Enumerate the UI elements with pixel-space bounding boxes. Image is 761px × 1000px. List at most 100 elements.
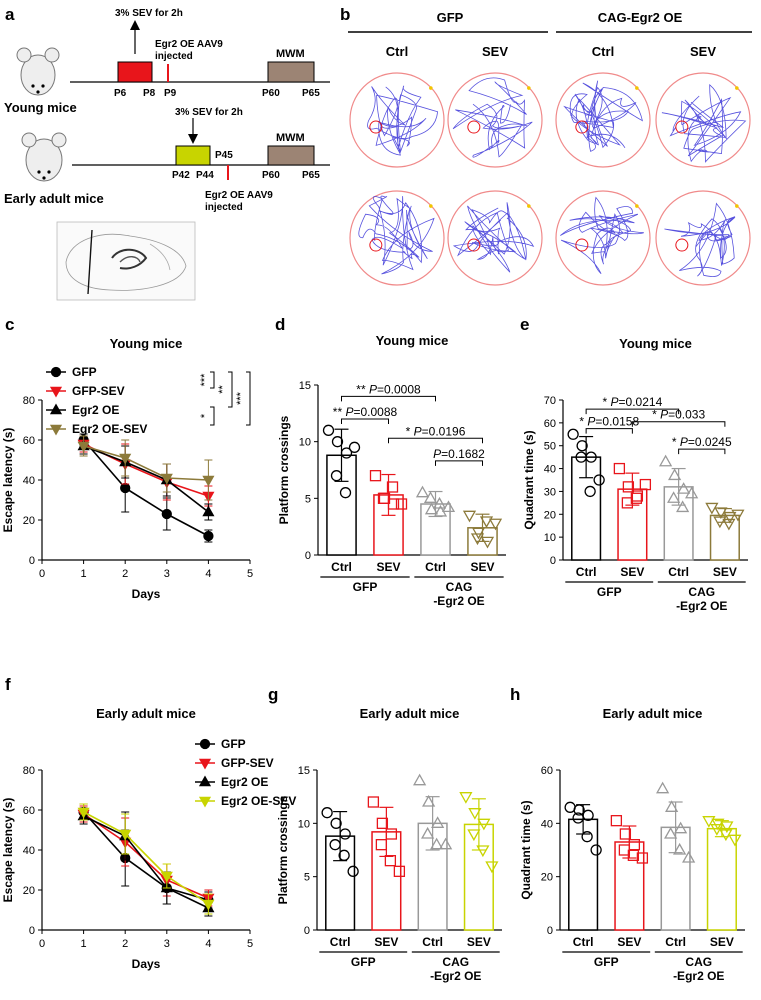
young-tick-p8: P8 <box>143 88 156 99</box>
young-tick-p60: P60 <box>262 88 280 99</box>
series-line <box>83 811 209 905</box>
swim-track <box>358 195 435 275</box>
y-tick-label: 15 <box>299 380 311 392</box>
bar <box>706 827 737 931</box>
data-point <box>377 492 390 504</box>
data-point <box>441 500 456 513</box>
series-line <box>83 815 209 909</box>
data-point <box>203 530 214 542</box>
bracket <box>341 395 436 402</box>
category-label: Ctrl <box>331 560 352 574</box>
legend-label: Egr2 OE <box>72 403 119 417</box>
sev-exposure-box-adult <box>175 145 211 166</box>
platform-marker <box>675 238 689 252</box>
data-point <box>395 498 408 510</box>
legend-entry: GFP <box>195 737 246 751</box>
y-tick-label: 40 <box>23 845 35 857</box>
data-point <box>673 842 687 855</box>
data-point <box>322 424 335 436</box>
col-header-sev-1: SEV <box>482 44 508 59</box>
brain-section-image <box>56 221 196 301</box>
adult-tick-p65: P65 <box>302 170 320 181</box>
platform-marker <box>575 238 589 252</box>
data-point <box>728 834 742 847</box>
category-label: SEV <box>710 935 734 949</box>
bar-group-3 <box>659 454 699 561</box>
data-point <box>439 837 453 850</box>
data-point <box>431 816 445 828</box>
data-point <box>713 516 727 529</box>
y-tick-label: 10 <box>544 532 556 544</box>
chart-e-title: Young mice <box>619 336 692 351</box>
pool-border <box>555 72 651 168</box>
col-header-ctrl-2: Ctrl <box>592 44 614 59</box>
y-tick-label: 20 <box>23 515 35 527</box>
bracket <box>210 406 215 426</box>
swim-path-pool-r2-c4 <box>655 190 751 286</box>
sig-egr2-vs-egr2sev: * <box>199 413 211 418</box>
group-label: CAG <box>688 585 715 599</box>
start-dot <box>527 86 531 90</box>
data-point <box>613 462 626 475</box>
legend-marker <box>198 758 212 770</box>
adult-tick-p60: P60 <box>262 170 280 181</box>
legend-marker <box>198 775 212 787</box>
chart-h-ylabel: Quadrant time (s) <box>519 800 533 899</box>
chart-c-ylabel: Escape latency (s) <box>1 428 15 533</box>
y-tick-label: 20 <box>541 872 553 884</box>
legend-marker <box>50 366 62 378</box>
young-tick-p65: P65 <box>302 88 320 99</box>
data-point <box>488 518 503 531</box>
chart-d: Young mice Platform crossings 0 5 10 15 Ctrl SE… <box>277 333 506 608</box>
y-tick-label: 40 <box>544 464 556 476</box>
data-point <box>584 485 596 498</box>
data-point <box>479 516 494 529</box>
data-point <box>682 850 696 863</box>
bar-group-4 <box>702 816 742 931</box>
data-point <box>77 441 90 453</box>
category-label: Ctrl <box>665 935 686 949</box>
data-point <box>581 831 593 843</box>
legend-entry: GFP <box>46 365 97 379</box>
chart-e: Young mice Quadrant time (s) 0 10 20 30 40 50 60… <box>522 336 748 613</box>
young-tick-p9: P9 <box>164 88 177 99</box>
data-point <box>119 829 132 841</box>
legend-label: GFP <box>72 365 97 379</box>
data-point <box>567 428 579 440</box>
y-tick-label: 60 <box>541 765 553 777</box>
y-tick-label: 0 <box>29 925 35 937</box>
y-tick-label: 60 <box>544 418 556 430</box>
category-label: SEV <box>713 565 737 579</box>
adult-mice-label: Early adult mice <box>4 191 104 206</box>
data-point <box>467 829 481 842</box>
category-label: Ctrl <box>330 935 351 949</box>
chart-g-ylabel: Platform crossings <box>276 795 290 904</box>
data-point <box>471 527 486 540</box>
panel-label-b: b <box>340 5 350 24</box>
start-dot <box>429 86 433 90</box>
data-point <box>722 518 736 531</box>
data-point <box>432 496 447 509</box>
data-point <box>339 828 351 840</box>
start-dot <box>635 86 639 90</box>
legend-label: Egr2 OE-SEV <box>221 794 296 808</box>
data-point <box>485 861 499 874</box>
data-point <box>470 533 485 546</box>
data-point <box>160 473 173 485</box>
group-label: GFP <box>351 955 376 969</box>
group-label: -Egr2 OE <box>676 599 727 613</box>
panel-label-c: c <box>5 315 14 334</box>
platform-marker <box>675 120 689 134</box>
data-point <box>423 491 438 503</box>
category-label: Ctrl <box>576 565 597 579</box>
data-point <box>593 474 605 486</box>
panel-b: GFP CAG-Egr2 OE Ctrl SEV Ctrl SEV <box>348 10 752 286</box>
y-tick-label: 40 <box>541 818 553 830</box>
y-tick-label: 70 <box>544 395 556 407</box>
data-point <box>630 492 643 504</box>
mouse-icon-adult <box>21 132 67 182</box>
bar-group-1 <box>564 801 602 931</box>
bar-group-2 <box>610 815 649 931</box>
data-point <box>702 816 716 828</box>
start-dot <box>635 204 639 208</box>
